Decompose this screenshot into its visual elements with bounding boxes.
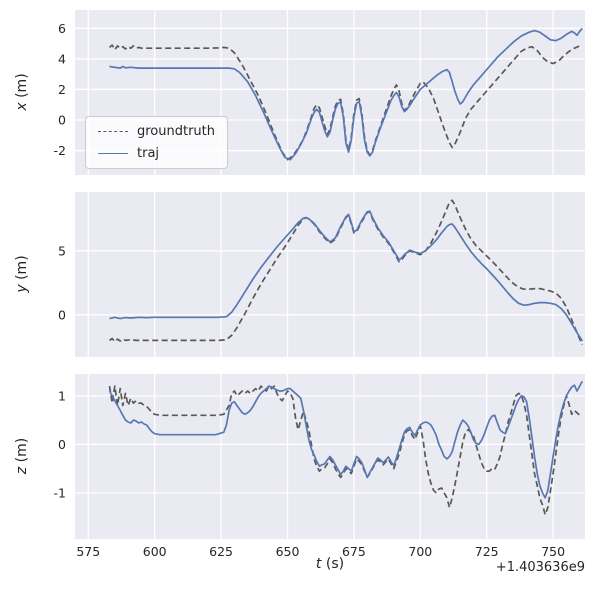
svg-text:725: 725 bbox=[475, 544, 499, 559]
x-axis-label: t (s) bbox=[75, 556, 585, 572]
y-axis-label-z-unit: (m) bbox=[14, 437, 30, 467]
svg-text:700: 700 bbox=[408, 544, 432, 559]
y-axis-label-z: z (m) bbox=[14, 438, 30, 474]
legend-entry-traj: traj bbox=[98, 146, 215, 161]
y-axis-label-y: y (m) bbox=[14, 255, 30, 292]
x-axis-label-var: t bbox=[315, 556, 322, 572]
y-axis-label-y-unit: (m) bbox=[14, 255, 30, 285]
y-axis-label-y-var: y bbox=[14, 284, 30, 293]
svg-text:625: 625 bbox=[209, 544, 233, 559]
svg-text:1: 1 bbox=[58, 388, 66, 403]
svg-text:575: 575 bbox=[76, 544, 100, 559]
y-axis-label-z-var: z bbox=[14, 466, 30, 475]
x-axis-label-unit: (s) bbox=[321, 556, 345, 572]
y-axis-label-x-var: x bbox=[14, 102, 30, 111]
svg-text:-1: -1 bbox=[54, 485, 66, 500]
svg-text:-2: -2 bbox=[54, 143, 66, 158]
y-axis-label-x: x (m) bbox=[14, 73, 30, 110]
svg-text:0: 0 bbox=[58, 437, 66, 452]
svg-text:4: 4 bbox=[58, 51, 66, 66]
legend: groundtruth traj bbox=[85, 116, 229, 169]
legend-label-groundtruth: groundtruth bbox=[137, 124, 216, 139]
y-axis-label-x-unit: (m) bbox=[14, 73, 30, 103]
svg-text:750: 750 bbox=[541, 544, 565, 559]
svg-text:5: 5 bbox=[58, 243, 66, 258]
svg-text:2: 2 bbox=[58, 82, 66, 97]
svg-text:650: 650 bbox=[276, 544, 300, 559]
svg-text:600: 600 bbox=[143, 544, 167, 559]
traj-line-sample-icon bbox=[98, 153, 128, 154]
groundtruth-line-sample-icon bbox=[98, 131, 128, 132]
x-axis-offset-text: +1.403636e9 bbox=[495, 560, 585, 575]
svg-text:6: 6 bbox=[58, 21, 66, 36]
legend-label-traj: traj bbox=[137, 146, 160, 161]
legend-entry-groundtruth: groundtruth bbox=[98, 124, 215, 139]
svg-text:0: 0 bbox=[58, 113, 66, 128]
svg-text:675: 675 bbox=[342, 544, 366, 559]
svg-text:0: 0 bbox=[58, 307, 66, 322]
